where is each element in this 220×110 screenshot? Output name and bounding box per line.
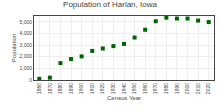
svg-text:2,000: 2,000 [19, 53, 32, 59]
svg-text:1960: 1960 [142, 83, 148, 94]
svg-text:3,000: 3,000 [19, 42, 32, 48]
svg-text:1970: 1970 [152, 83, 158, 94]
svg-text:1910: 1910 [89, 83, 95, 94]
svg-text:1,000: 1,000 [19, 65, 32, 71]
svg-text:1920: 1920 [99, 83, 105, 94]
svg-text:Census Year: Census Year [107, 95, 141, 101]
svg-text:2010: 2010 [195, 83, 201, 94]
svg-text:1980: 1980 [163, 83, 169, 94]
svg-text:1880: 1880 [57, 83, 63, 94]
svg-text:Population: Population [11, 34, 17, 62]
svg-text:1870: 1870 [47, 83, 53, 94]
svg-text:2000: 2000 [184, 83, 190, 94]
svg-text:Population of Harlan, Iowa: Population of Harlan, Iowa [63, 0, 157, 9]
svg-text:2020: 2020 [205, 83, 211, 94]
svg-text:1890: 1890 [68, 83, 74, 94]
svg-text:1930: 1930 [110, 83, 116, 94]
svg-text:1950: 1950 [131, 83, 137, 94]
svg-text:0: 0 [29, 77, 32, 83]
svg-text:1860: 1860 [36, 83, 42, 94]
svg-text:1940: 1940 [121, 83, 127, 94]
svg-text:4,000: 4,000 [19, 30, 32, 36]
svg-text:5,000: 5,000 [19, 19, 32, 25]
svg-text:1900: 1900 [78, 83, 84, 94]
svg-text:1990: 1990 [174, 83, 180, 94]
